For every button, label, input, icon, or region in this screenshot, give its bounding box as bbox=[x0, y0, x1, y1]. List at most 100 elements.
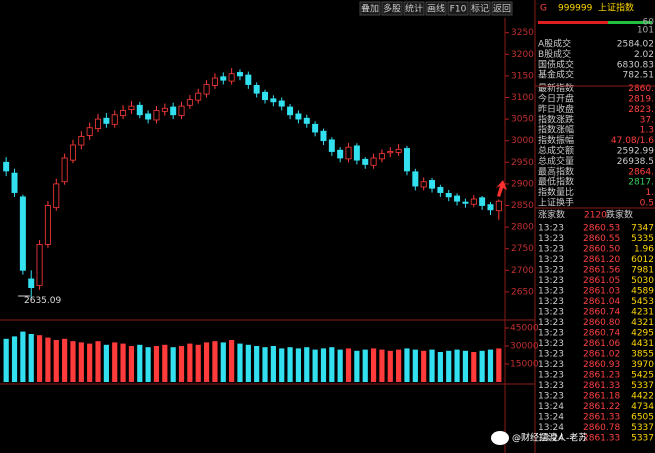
candle-body bbox=[429, 180, 436, 189]
volume-bar bbox=[421, 350, 427, 382]
candle-body bbox=[220, 76, 227, 81]
volume-bar bbox=[412, 349, 418, 382]
quote-label: 最低指数 bbox=[538, 176, 574, 188]
tick-volume: 4231 bbox=[631, 308, 654, 318]
quote-value: 6830.83 bbox=[617, 60, 654, 70]
volume-bar bbox=[262, 347, 268, 382]
toolbar-button[interactable] bbox=[491, 1, 513, 16]
tick-time: 13:23 bbox=[538, 329, 564, 339]
min-label: 2635.09 bbox=[24, 296, 61, 306]
watermark: @财经摆渡人-老苏 bbox=[512, 432, 587, 444]
candle-body bbox=[28, 278, 35, 288]
candle-body bbox=[245, 74, 252, 85]
toolbar-label[interactable]: F10 bbox=[450, 5, 467, 15]
candle-body bbox=[103, 117, 110, 124]
tick-time: 13:23 bbox=[538, 234, 564, 244]
toolbar-button[interactable] bbox=[403, 1, 425, 16]
quote-label: 指数涨跌 bbox=[538, 113, 574, 125]
y-tick-label: 2750 bbox=[511, 244, 534, 254]
candle-body bbox=[69, 144, 76, 161]
y-tick-label: 2700 bbox=[511, 266, 534, 276]
y-tick-label: 2650 bbox=[511, 287, 534, 297]
volume-bar bbox=[487, 349, 494, 382]
candle-body bbox=[312, 123, 319, 133]
candle-body bbox=[44, 205, 51, 245]
volume-bar bbox=[153, 346, 160, 382]
volume-bar bbox=[454, 349, 460, 382]
toolbar-button[interactable] bbox=[447, 1, 469, 16]
tick-volume: 3970 bbox=[631, 360, 654, 370]
quote-label: 指数涨幅 bbox=[538, 124, 574, 136]
candle-body bbox=[270, 98, 277, 103]
quote-label: 国债成交 bbox=[538, 58, 574, 70]
toolbar-button[interactable] bbox=[359, 1, 381, 16]
tick-time: 13:24 bbox=[538, 413, 564, 423]
volume-bar bbox=[137, 344, 143, 382]
tick-price: 2861.33 bbox=[583, 434, 620, 444]
tick-volume: 5337 bbox=[631, 423, 654, 433]
tick-time: 13:23 bbox=[538, 360, 564, 370]
volume-bar bbox=[354, 350, 360, 382]
toolbar-label[interactable]: 画线 bbox=[427, 3, 445, 15]
toolbar-button[interactable] bbox=[469, 1, 491, 16]
volume-bar bbox=[404, 348, 410, 382]
candle-body bbox=[178, 105, 185, 117]
volume-bar bbox=[187, 343, 193, 382]
y-tick-label: 2950 bbox=[511, 158, 534, 168]
tick-price: 2861.04 bbox=[583, 297, 620, 307]
volume-tick-label: 30000 bbox=[510, 342, 539, 352]
tick-price: 2860.53 bbox=[583, 224, 620, 234]
quote-value: 2817. bbox=[628, 178, 654, 188]
volume-bar bbox=[3, 338, 9, 382]
tick-price: 2861.06 bbox=[583, 339, 620, 349]
quote-value: 47.08/1.6 bbox=[611, 136, 654, 146]
quote-label: 总成交量 bbox=[538, 155, 574, 167]
tick-volume: 6012 bbox=[631, 255, 654, 265]
tick-time: 13:23 bbox=[538, 224, 564, 234]
toolbar-label[interactable]: 返回 bbox=[493, 3, 511, 15]
tick-price: 2860.55 bbox=[583, 234, 620, 244]
candle-body bbox=[412, 171, 419, 187]
candle-body bbox=[19, 196, 26, 271]
candle-body bbox=[295, 113, 302, 120]
volume-bar bbox=[312, 349, 318, 382]
volume-bar bbox=[370, 348, 377, 382]
quote-label: 基金成交 bbox=[538, 69, 574, 81]
tick-volume: 5337 bbox=[631, 381, 654, 391]
candle-body bbox=[395, 148, 402, 153]
candle-body bbox=[370, 157, 377, 166]
arrow-icon bbox=[496, 180, 507, 197]
toolbar-label[interactable]: 叠加 bbox=[361, 4, 379, 15]
y-tick-label: 3200 bbox=[511, 50, 534, 60]
volume-bar bbox=[496, 348, 502, 382]
candle-body bbox=[203, 84, 210, 95]
tick-time: 13:23 bbox=[538, 266, 564, 276]
toolbar-label[interactable]: 标记 bbox=[471, 3, 489, 15]
toolbar-button[interactable] bbox=[381, 1, 403, 16]
volume-bar bbox=[62, 338, 68, 382]
quote-value: 37. bbox=[640, 115, 654, 125]
quote-value: 26938.5 bbox=[617, 157, 654, 167]
y-tick-label: 2900 bbox=[511, 179, 534, 189]
candle-body bbox=[36, 243, 43, 286]
candle-body bbox=[236, 72, 243, 77]
volume-bar bbox=[429, 349, 435, 382]
quote-value: 2592.99 bbox=[617, 147, 654, 157]
watermark-icon bbox=[491, 431, 509, 445]
candle-body bbox=[95, 118, 102, 130]
quote-value: 2860. bbox=[628, 84, 654, 94]
ratio-bar-down bbox=[608, 21, 652, 24]
candle-body bbox=[387, 151, 394, 154]
toolbar-label[interactable]: 统计 bbox=[405, 3, 423, 15]
volume-bar bbox=[237, 343, 243, 382]
tick-volume: 4422 bbox=[631, 392, 654, 402]
toolbar-label[interactable]: 多股 bbox=[383, 3, 401, 15]
candle-body bbox=[195, 92, 202, 101]
volume-bar bbox=[53, 340, 59, 382]
volume-bar bbox=[471, 352, 477, 382]
quote-label: A股成交 bbox=[538, 38, 571, 50]
quote-value: 0.5 bbox=[640, 199, 654, 209]
toolbar-button[interactable] bbox=[425, 1, 447, 16]
